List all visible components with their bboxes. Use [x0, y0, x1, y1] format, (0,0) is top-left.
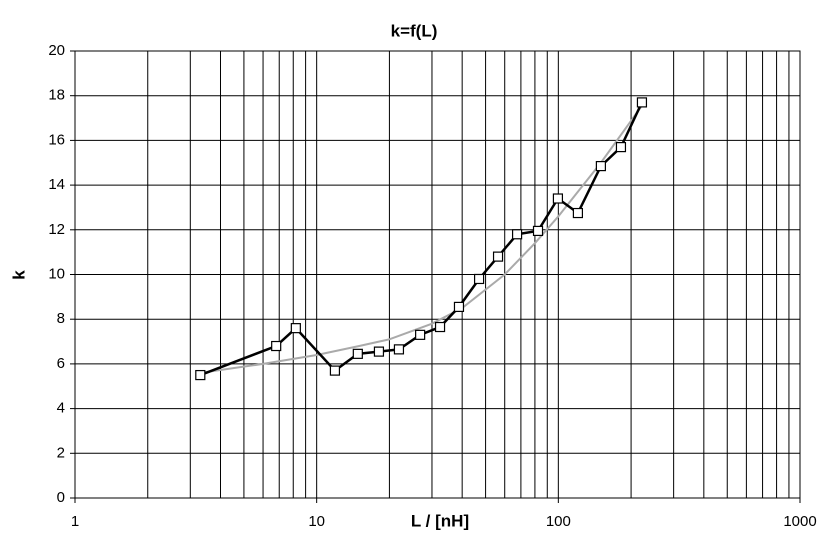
marker: [329, 365, 341, 376]
marker: [434, 321, 446, 333]
y-tick-label: 2: [57, 444, 65, 461]
y-tick-label: 16: [48, 131, 65, 148]
x-tick-label: 1: [71, 513, 79, 530]
y-tick-label: 20: [48, 42, 65, 59]
marker: [415, 329, 426, 340]
x-axis-title: L / [nH]: [411, 511, 469, 530]
y-tick-label: 12: [48, 221, 65, 238]
y-tick-label: 6: [57, 355, 65, 372]
marker: [473, 273, 485, 285]
x-tick-label: 1000: [783, 513, 816, 530]
marker: [352, 348, 363, 359]
marker: [511, 229, 523, 240]
marker: [271, 340, 282, 352]
marker: [595, 161, 606, 172]
chart-title: k=f(L): [391, 21, 438, 40]
y-tick-label: 8: [57, 310, 65, 327]
marker: [615, 142, 627, 153]
x-tick-label: 100: [546, 513, 571, 530]
marker: [393, 344, 405, 355]
marker: [572, 207, 584, 219]
marker: [290, 323, 301, 334]
marker: [453, 301, 465, 313]
y-tick-label: 14: [48, 176, 65, 193]
y-tick-label: 0: [57, 489, 65, 506]
marker: [532, 225, 544, 237]
marker: [195, 369, 206, 381]
trend-line: [200, 106, 642, 374]
plot-border: [74, 50, 801, 499]
marker: [636, 97, 648, 108]
y-tick-label: 18: [48, 87, 65, 104]
y-axis-title: k: [9, 270, 28, 280]
marker: [373, 346, 385, 357]
y-tick-label: 10: [48, 265, 65, 282]
marker: [552, 193, 564, 204]
y-tick-label: 4: [57, 400, 65, 417]
x-tick-label: 10: [308, 513, 325, 530]
marker: [492, 251, 504, 262]
